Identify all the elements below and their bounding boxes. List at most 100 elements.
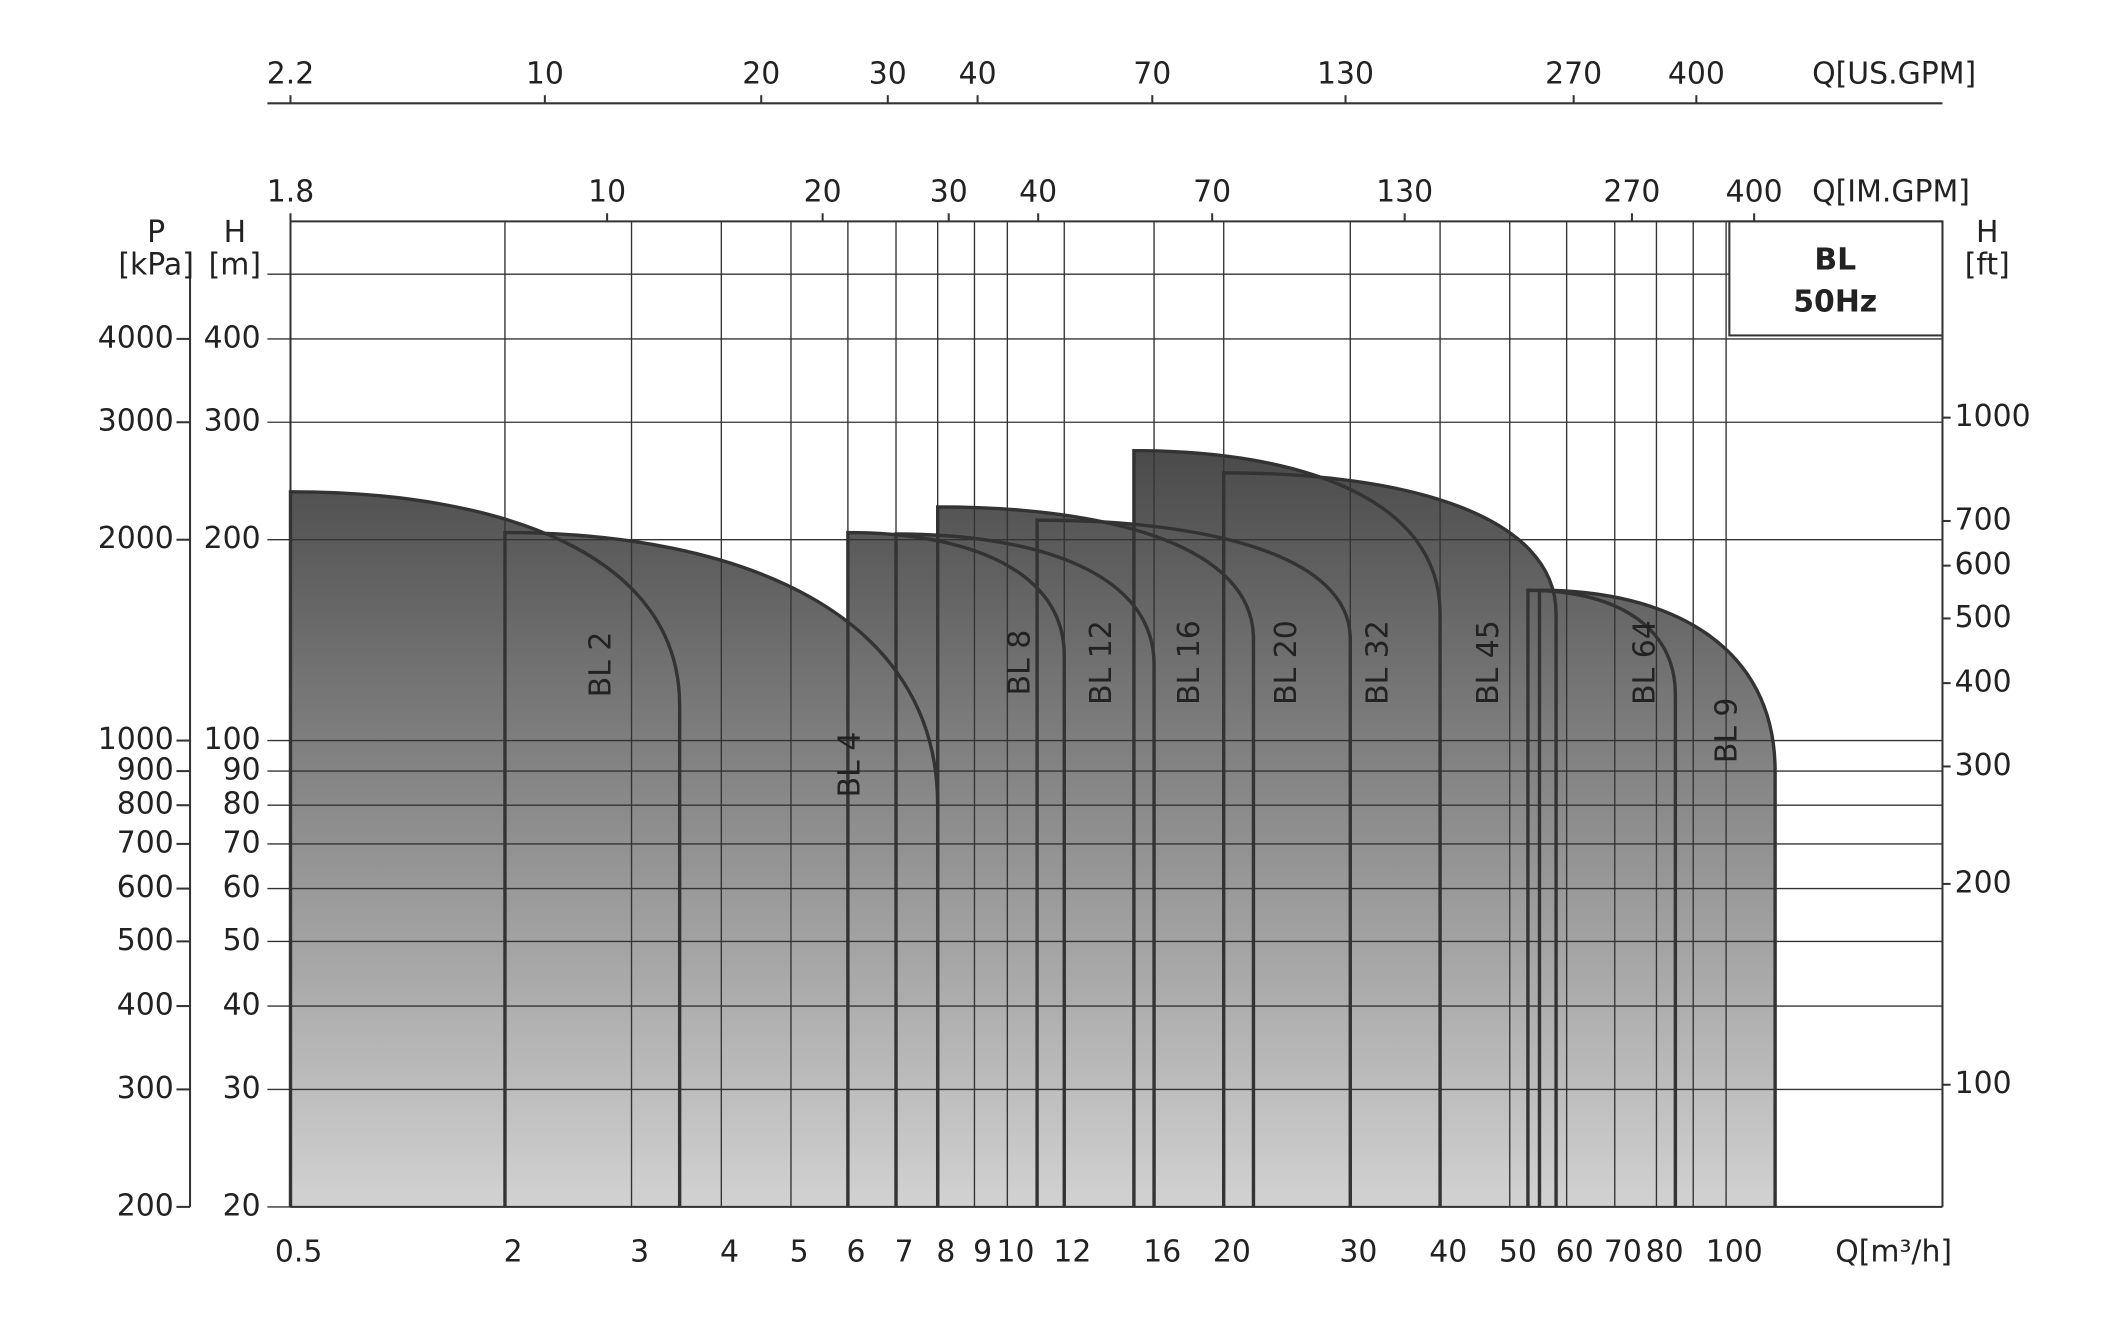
pump-range-outline xyxy=(503,530,940,1207)
imgpm-tick-label: 1.8 xyxy=(267,174,315,209)
x-tick-label: 16 xyxy=(1143,1235,1181,1270)
usgpm-tick-label: 70 xyxy=(1133,56,1171,91)
usgpm-tick-label: 40 xyxy=(959,56,997,91)
imgpm-tick-label: 40 xyxy=(1019,174,1057,209)
usgpm-axis-title: Q[US.GPM] xyxy=(1812,56,1976,91)
x-tick-label: 60 xyxy=(1556,1235,1594,1270)
series-label: BL 8 xyxy=(1002,630,1037,696)
p-tick-label: 800 xyxy=(117,787,174,822)
title-box xyxy=(1728,220,1944,337)
pump-range-area xyxy=(1223,472,1557,1207)
h-axis-unit: [m] xyxy=(209,248,261,283)
ft-tick-label: 600 xyxy=(1955,547,2012,582)
series-label: BL 16 xyxy=(1172,620,1207,705)
imgpm-tick-label: 10 xyxy=(588,174,626,209)
ft-tick-label: 100 xyxy=(1955,1066,2012,1101)
x-tick-label: 8 xyxy=(936,1235,955,1270)
series-label: BL 4 xyxy=(833,732,868,798)
y-tick-label: 100 xyxy=(204,722,261,757)
usgpm-tick-label: 20 xyxy=(742,56,780,91)
y-tick-label: 400 xyxy=(204,320,261,355)
usgpm-tick-label: 30 xyxy=(869,56,907,91)
x-tick-label: 4 xyxy=(720,1235,739,1270)
y-tick-label: 200 xyxy=(204,521,261,556)
y-tick-label: 70 xyxy=(223,825,261,860)
p-tick-label: 600 xyxy=(117,870,174,905)
ft-tick-label: 500 xyxy=(1955,600,2012,635)
x-tick-label: 5 xyxy=(790,1235,809,1270)
usgpm-tick-label: 400 xyxy=(1668,56,1725,91)
ft-tick-label: 300 xyxy=(1955,748,2012,783)
x-tick-label: 6 xyxy=(847,1235,866,1270)
pump-range-area xyxy=(1539,590,1776,1207)
y-tick-label: 90 xyxy=(223,753,261,788)
x-tick-label: 10 xyxy=(996,1235,1034,1270)
imgpm-tick-label: 130 xyxy=(1376,174,1433,209)
p-tick-label: 500 xyxy=(117,923,174,958)
x-tick-label: 40 xyxy=(1429,1235,1467,1270)
labels: BL 2 BL 4 BL 8 BL 12 BL 16 BL 20 BL 32 BL 45 BL … xyxy=(583,620,1744,797)
p-tick-label: 200 xyxy=(117,1188,174,1223)
ft-tick-label: 1000 xyxy=(1955,399,2031,434)
series-label: BL 32 xyxy=(1360,620,1395,705)
x-tick-label: 20 xyxy=(1213,1235,1251,1270)
pump-range-outline xyxy=(935,505,1256,1207)
ft-tick-label: 200 xyxy=(1955,865,2012,900)
p-tick-label: 400 xyxy=(117,988,174,1023)
pump-range-outline xyxy=(1035,518,1352,1207)
p-tick-label: 1000 xyxy=(98,722,174,757)
x-tick-label: 2 xyxy=(504,1235,523,1270)
series-label: BL 20 xyxy=(1269,620,1304,705)
imgpm-tick-label: 70 xyxy=(1193,174,1231,209)
x-tick-label: 9 xyxy=(973,1235,992,1270)
x-tick-label: 30 xyxy=(1339,1235,1377,1270)
imgpm-axis-title: Q[IM.GPM] xyxy=(1812,174,1970,209)
pump-range-outline xyxy=(288,490,682,1207)
usgpm-tick-label: 130 xyxy=(1317,56,1374,91)
series-label: BL 12 xyxy=(1084,620,1119,705)
x-tick-label: 3 xyxy=(630,1235,649,1270)
h-axis-title: H xyxy=(224,215,246,250)
p-tick-label: 3000 xyxy=(98,404,174,439)
imgpm-tick-label: 270 xyxy=(1603,174,1660,209)
p-tick-label: 4000 xyxy=(98,320,174,355)
y-tick-label: 80 xyxy=(223,787,261,822)
x-tick-label: 12 xyxy=(1053,1235,1091,1270)
chart-subtitle: 50Hz xyxy=(1793,284,1877,319)
series-label: BL 64 xyxy=(1627,620,1662,705)
series-label: BL 2 xyxy=(583,632,618,698)
y-tick-label: 300 xyxy=(204,404,261,439)
y-tick-label: 30 xyxy=(223,1071,261,1106)
x-tick-label: 70 xyxy=(1604,1235,1642,1270)
y-tick-label: 40 xyxy=(223,988,261,1023)
x-axis-title: Q[m³/h] xyxy=(1835,1235,1952,1270)
outlines xyxy=(288,448,1777,1207)
pump-range-outline xyxy=(1222,471,1558,1207)
x-tick-label: 50 xyxy=(1499,1235,1537,1270)
p-tick-label: 700 xyxy=(117,825,174,860)
x-tick-label: 80 xyxy=(1646,1235,1684,1270)
ft-tick-label: 400 xyxy=(1955,665,2012,700)
ft-axis-unit: [ft] xyxy=(1965,248,2010,283)
p-tick-label: 300 xyxy=(117,1071,174,1106)
imgpm-tick-label: 400 xyxy=(1726,174,1783,209)
ft-axis-title: H xyxy=(1976,215,1998,250)
series-label: BL 45 xyxy=(1471,620,1506,705)
pump-range-outline xyxy=(846,530,1066,1207)
imgpm-tick-label: 30 xyxy=(930,174,968,209)
x-tick-label: 7 xyxy=(895,1235,914,1270)
usgpm-tick-label: 10 xyxy=(526,56,564,91)
p-axis-unit: [kPa] xyxy=(118,248,194,283)
x-tick-label: 100 xyxy=(1706,1235,1763,1270)
fills xyxy=(290,450,1776,1207)
imgpm-tick-label: 20 xyxy=(804,174,842,209)
p-tick-label: 2000 xyxy=(98,521,174,556)
chart-title: BL xyxy=(1814,242,1856,277)
p-tick-label: 900 xyxy=(117,753,174,788)
y-tick-label: 50 xyxy=(223,923,261,958)
pump-range-outline xyxy=(1537,588,1777,1207)
y-tick-label: 60 xyxy=(223,870,261,905)
pump-range-outline xyxy=(1132,448,1442,1207)
